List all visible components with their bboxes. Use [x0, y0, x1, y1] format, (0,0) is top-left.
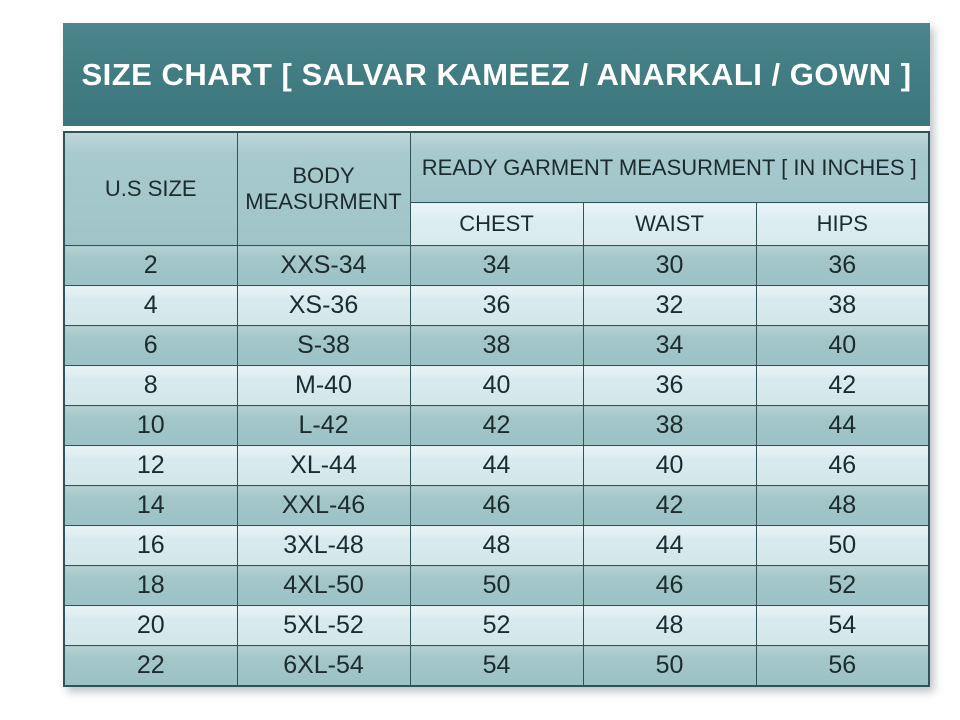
title-banner: SIZE CHART [ SALVAR KAMEEZ / ANARKALI / …: [63, 23, 930, 126]
waist-cell: 44: [582, 525, 757, 566]
header-row-top: U.S SIZE BODY MEASURMENT READY GARMENT M…: [63, 131, 930, 246]
waist-cell: 50: [582, 645, 757, 687]
chest-cell: 54: [409, 645, 584, 687]
hips-cell: 44: [755, 405, 930, 446]
body-measurement-cell: XXL-46: [236, 485, 411, 526]
chest-cell: 46: [409, 485, 584, 526]
body-measurement-cell: 4XL-50: [236, 565, 411, 606]
chest-cell: 38: [409, 325, 584, 366]
table-row: 16 3XL-48 48 44 50: [63, 525, 930, 566]
column-header-waist: WAIST: [582, 202, 757, 246]
size-chart-block: SIZE CHART [ SALVAR KAMEEZ / ANARKALI / …: [63, 23, 930, 687]
body-measurement-cell: M-40: [236, 365, 411, 406]
table-row: 2 XXS-34 34 30 36: [63, 245, 930, 286]
hips-cell: 36: [755, 245, 930, 286]
waist-cell: 42: [582, 485, 757, 526]
table-body: 2 XXS-34 34 30 36 4 XS-36 36 32 38 6 S-3…: [63, 245, 930, 687]
chest-cell: 34: [409, 245, 584, 286]
table-row: 8 M-40 40 36 42: [63, 365, 930, 406]
waist-cell: 38: [582, 405, 757, 446]
body-measurement-cell: S-38: [236, 325, 411, 366]
hips-cell: 54: [755, 605, 930, 646]
body-measurement-cell: 3XL-48: [236, 525, 411, 566]
page-title: SIZE CHART [ SALVAR KAMEEZ / ANARKALI / …: [81, 56, 912, 92]
body-measurement-cell: XS-36: [236, 285, 411, 326]
chest-cell: 36: [409, 285, 584, 326]
column-header-us-size: U.S SIZE: [63, 131, 238, 246]
body-measurement-cell: XL-44: [236, 445, 411, 486]
hips-cell: 42: [755, 365, 930, 406]
hips-cell: 38: [755, 285, 930, 326]
table-row: 14 XXL-46 46 42 48: [63, 485, 930, 526]
hips-cell: 50: [755, 525, 930, 566]
body-measurement-cell: 6XL-54: [236, 645, 411, 687]
us-size-cell: 14: [63, 485, 238, 526]
table-row: 6 S-38 38 34 40: [63, 325, 930, 366]
body-measurement-cell: L-42: [236, 405, 411, 446]
waist-cell: 34: [582, 325, 757, 366]
chest-cell: 44: [409, 445, 584, 486]
waist-cell: 30: [582, 245, 757, 286]
chest-cell: 42: [409, 405, 584, 446]
us-size-cell: 22: [63, 645, 238, 687]
table-row: 20 5XL-52 52 48 54: [63, 605, 930, 646]
table-row: 18 4XL-50 50 46 52: [63, 565, 930, 606]
size-chart-table: U.S SIZE BODY MEASURMENT READY GARMENT M…: [63, 131, 930, 687]
waist-cell: 48: [582, 605, 757, 646]
table-row: 4 XS-36 36 32 38: [63, 285, 930, 326]
us-size-cell: 4: [63, 285, 238, 326]
hips-cell: 46: [755, 445, 930, 486]
body-measurement-cell: XXS-34: [236, 245, 411, 286]
us-size-cell: 8: [63, 365, 238, 406]
body-measurement-cell: 5XL-52: [236, 605, 411, 646]
chest-cell: 40: [409, 365, 584, 406]
waist-cell: 46: [582, 565, 757, 606]
column-header-hips: HIPS: [755, 202, 930, 246]
us-size-cell: 16: [63, 525, 238, 566]
chest-cell: 50: [409, 565, 584, 606]
header-row-sub: CHEST WAIST HIPS: [64, 202, 930, 246]
table-row: 12 XL-44 44 40 46: [63, 445, 930, 486]
waist-cell: 32: [582, 285, 757, 326]
hips-cell: 52: [755, 565, 930, 606]
chest-cell: 52: [409, 605, 584, 646]
us-size-cell: 18: [63, 565, 238, 606]
column-header-ready-garment: READY GARMENT MEASURMENT [ IN INCHES ]: [409, 131, 930, 203]
us-size-cell: 20: [63, 605, 238, 646]
hips-cell: 48: [755, 485, 930, 526]
chest-cell: 48: [409, 525, 584, 566]
us-size-cell: 12: [63, 445, 238, 486]
us-size-cell: 6: [63, 325, 238, 366]
column-header-body-measurement: BODY MEASURMENT: [236, 131, 411, 246]
waist-cell: 36: [582, 365, 757, 406]
waist-cell: 40: [582, 445, 757, 486]
table-header: U.S SIZE BODY MEASURMENT READY GARMENT M…: [63, 131, 930, 246]
column-header-chest: CHEST: [409, 202, 584, 246]
us-size-cell: 2: [63, 245, 238, 286]
us-size-cell: 10: [63, 405, 238, 446]
table-row: 10 L-42 42 38 44: [63, 405, 930, 446]
table-row: 22 6XL-54 54 50 56: [63, 645, 930, 687]
hips-cell: 40: [755, 325, 930, 366]
hips-cell: 56: [755, 645, 930, 687]
